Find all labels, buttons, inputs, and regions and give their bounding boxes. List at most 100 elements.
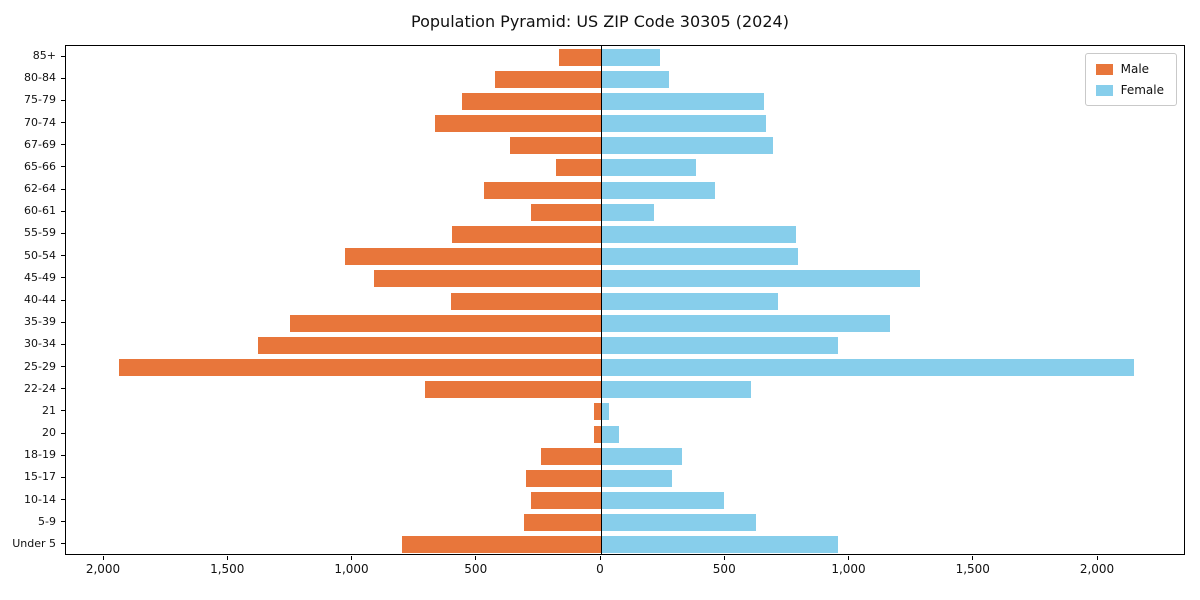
x-tick-label: 1,000: [831, 562, 866, 576]
plot-area: Male Female: [65, 45, 1185, 555]
y-tick-label: 15-17: [24, 470, 56, 484]
y-tick-mark: [61, 77, 65, 79]
x-tick-label: 500: [712, 562, 736, 576]
male-bar: [450, 292, 601, 310]
male-bar: [451, 225, 601, 243]
x-tick-label: 0: [596, 562, 604, 576]
x-tick-mark: [1096, 556, 1098, 560]
y-tick-label: 85+: [32, 49, 56, 63]
y-tick-label: 22-24: [24, 381, 56, 395]
male-swatch: [1095, 63, 1113, 75]
y-tick-mark: [61, 499, 65, 501]
male-bar: [373, 270, 601, 288]
y-tick-label: Under 5: [12, 536, 56, 550]
y-tick-label: 10-14: [24, 492, 56, 506]
y-tick-mark: [61, 144, 65, 146]
y-tick-label: 55-59: [24, 226, 56, 240]
female-bar: [602, 48, 661, 66]
female-bar: [602, 181, 716, 199]
y-tick-mark: [61, 521, 65, 523]
female-bar: [602, 492, 724, 510]
legend-item-female: Female: [1095, 83, 1164, 97]
y-tick-mark: [61, 454, 65, 456]
male-bar: [434, 115, 601, 133]
y-tick-mark: [61, 410, 65, 412]
female-bar: [602, 225, 796, 243]
y-tick-label: 60-61: [24, 204, 56, 218]
female-bar: [602, 536, 839, 554]
y-tick-label: 70-74: [24, 115, 56, 129]
x-tick-mark: [972, 556, 974, 560]
y-tick-label: 65-66: [24, 159, 56, 173]
male-bar: [290, 314, 601, 332]
male-bar: [523, 514, 601, 532]
male-bar: [495, 70, 601, 88]
y-tick-label: 45-49: [24, 270, 56, 284]
male-bar: [531, 203, 601, 221]
x-tick-mark: [475, 556, 477, 560]
x-tick-mark: [226, 556, 228, 560]
x-tick-label: 1,000: [334, 562, 369, 576]
y-tick-label: 5-9: [38, 514, 56, 528]
x-tick-label: 1,500: [955, 562, 990, 576]
zero-axis-line: [601, 46, 602, 554]
y-tick-label: 40-44: [24, 293, 56, 306]
male-bar: [258, 336, 601, 354]
y-tick-label: 35-39: [24, 315, 56, 329]
legend: Male Female: [1084, 53, 1177, 106]
female-bar: [602, 336, 839, 354]
female-bar: [602, 469, 672, 487]
female-bar: [602, 137, 774, 155]
male-bar: [118, 359, 601, 377]
y-tick-mark: [61, 277, 65, 279]
y-tick-mark: [61, 55, 65, 57]
male-bar: [526, 469, 601, 487]
female-bar: [602, 425, 620, 443]
legend-label-male: Male: [1120, 62, 1150, 76]
y-tick-mark: [61, 99, 65, 101]
female-bar: [602, 403, 610, 421]
x-tick-mark: [351, 556, 352, 560]
female-bar: [602, 248, 799, 266]
y-tick-mark: [61, 255, 65, 257]
bars-layer: [66, 46, 1184, 554]
female-bar: [602, 292, 779, 310]
y-tick-label: 18-19: [24, 448, 56, 462]
female-bar: [602, 115, 766, 133]
y-axis: 85+ 80-84 75-79 70-74 67-69 65-66 62-64 60-61 55…: [0, 0, 65, 600]
female-bar: [602, 270, 921, 288]
female-bar: [602, 92, 764, 110]
y-tick-label: 21: [42, 403, 56, 417]
y-tick-mark: [61, 122, 65, 124]
female-bar: [602, 70, 670, 88]
female-bar: [602, 447, 682, 465]
male-bar: [541, 447, 601, 465]
y-tick-mark: [61, 432, 65, 434]
female-bar: [602, 359, 1134, 377]
x-tick-label: 1,500: [210, 562, 245, 576]
female-bar: [602, 514, 757, 532]
y-tick-mark: [61, 299, 65, 301]
y-tick-mark: [61, 210, 65, 212]
male-bar: [593, 425, 601, 443]
x-tick-mark: [599, 556, 601, 560]
female-swatch: [1095, 84, 1113, 96]
male-bar: [424, 381, 601, 399]
y-tick-label: 25-29: [24, 359, 56, 373]
legend-item-male: Male: [1095, 62, 1164, 76]
y-tick-label: 50-54: [24, 248, 56, 262]
y-tick-label: 30-34: [24, 337, 56, 351]
x-tick-label: 2,000: [85, 562, 121, 576]
female-bar: [602, 381, 752, 399]
female-bar: [602, 314, 891, 332]
male-bar: [461, 92, 601, 110]
y-tick-mark: [61, 388, 65, 390]
legend-label-female: Female: [1120, 83, 1164, 97]
male-bar: [558, 48, 601, 66]
female-bar: [602, 203, 655, 221]
y-tick-mark: [61, 166, 65, 168]
x-tick-mark: [102, 556, 104, 560]
y-tick-mark: [61, 543, 65, 545]
x-tick-label: 500: [464, 562, 488, 576]
